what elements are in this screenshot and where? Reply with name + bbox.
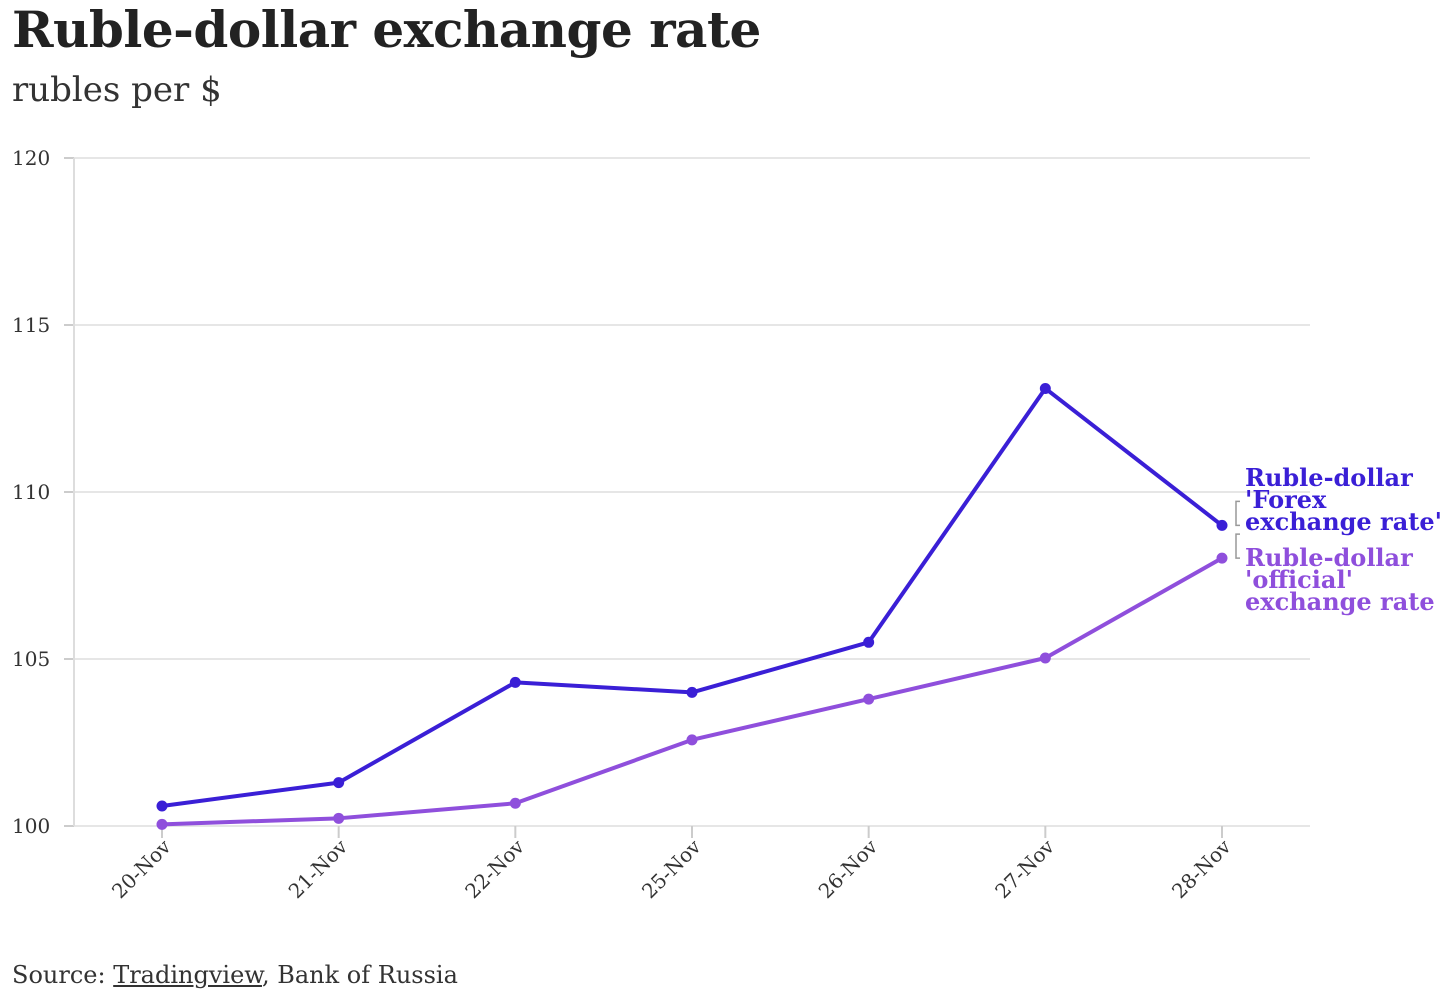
data-point-s1-2	[509, 797, 521, 809]
gridlines	[74, 157, 1310, 827]
series-label-bracket-0	[1235, 500, 1240, 527]
chart-subtitle: rubles per $	[12, 70, 222, 110]
y-tick-label-100: 100	[12, 814, 50, 838]
x-tick-label-27-nov: 27-Nov	[990, 834, 1059, 903]
series-points	[156, 382, 1228, 830]
data-point-s1-4	[863, 693, 875, 705]
data-point-s1-5	[1039, 652, 1051, 664]
data-point-s1-0	[156, 818, 168, 830]
x-tick-label-21-nov: 21-Nov	[284, 834, 353, 903]
series-label-1: Ruble-dollar'official' exchange rate	[1245, 543, 1435, 616]
data-point-s1-6	[1216, 552, 1228, 564]
source-suffix: , Bank of Russia	[261, 961, 458, 989]
x-tick-label-28-nov: 28-Nov	[1167, 834, 1236, 903]
data-point-s0-1	[333, 777, 345, 789]
chart-title: Ruble-dollar exchange rate	[12, 0, 761, 59]
source-prefix: Source:	[12, 961, 114, 989]
series-label-0: Ruble-dollar 'Forex exchange rate'	[1245, 463, 1442, 536]
series-label-line: exchange rate'	[1245, 507, 1442, 536]
series-label-line: Ruble-dollar	[1245, 543, 1413, 572]
series-lines	[160, 386, 1224, 827]
data-point-s0-3	[686, 686, 698, 698]
data-point-s0-4	[863, 636, 875, 648]
data-point-s0-2	[509, 676, 521, 688]
data-point-s1-3	[686, 734, 698, 746]
series-label-line: Ruble-dollar	[1245, 463, 1413, 492]
x-tick-label-20-nov: 20-Nov	[107, 834, 176, 903]
series-label-line: exchange rate	[1245, 587, 1435, 616]
x-tick-label-26-nov: 26-Nov	[814, 834, 883, 903]
data-point-s1-1	[333, 812, 345, 824]
y-tick-label-110: 110	[12, 480, 50, 504]
axes	[64, 157, 1223, 838]
x-axis-tick-labels: 20-Nov 21-Nov 22-Nov 25-Nov 26-Nov 27-Nov 28-N…	[107, 834, 1236, 903]
source-note: Source: Tradingview, Bank of Russia	[12, 958, 458, 992]
y-axis-tick-labels: 100 105 110 115 120	[12, 146, 50, 838]
x-tick-label-25-nov: 25-Nov	[637, 834, 706, 903]
series-label-bracket-1	[1235, 533, 1240, 559]
x-tick-label-22-nov: 22-Nov	[460, 834, 529, 903]
series-labels: Ruble-dollar 'Forex exchange rate'Ruble-do…	[1235, 463, 1442, 616]
y-tick-label-120: 120	[12, 146, 50, 170]
data-point-s0-6	[1216, 519, 1228, 531]
series-label-line: 'official'	[1245, 565, 1353, 594]
series-label-line: 'Forex	[1245, 485, 1327, 514]
data-point-s0-5	[1039, 382, 1051, 394]
y-tick-label-105: 105	[12, 647, 50, 671]
source-link-tradingview[interactable]: Tradingview	[113, 961, 262, 989]
y-tick-label-115: 115	[12, 313, 50, 337]
data-point-s0-0	[156, 800, 168, 812]
